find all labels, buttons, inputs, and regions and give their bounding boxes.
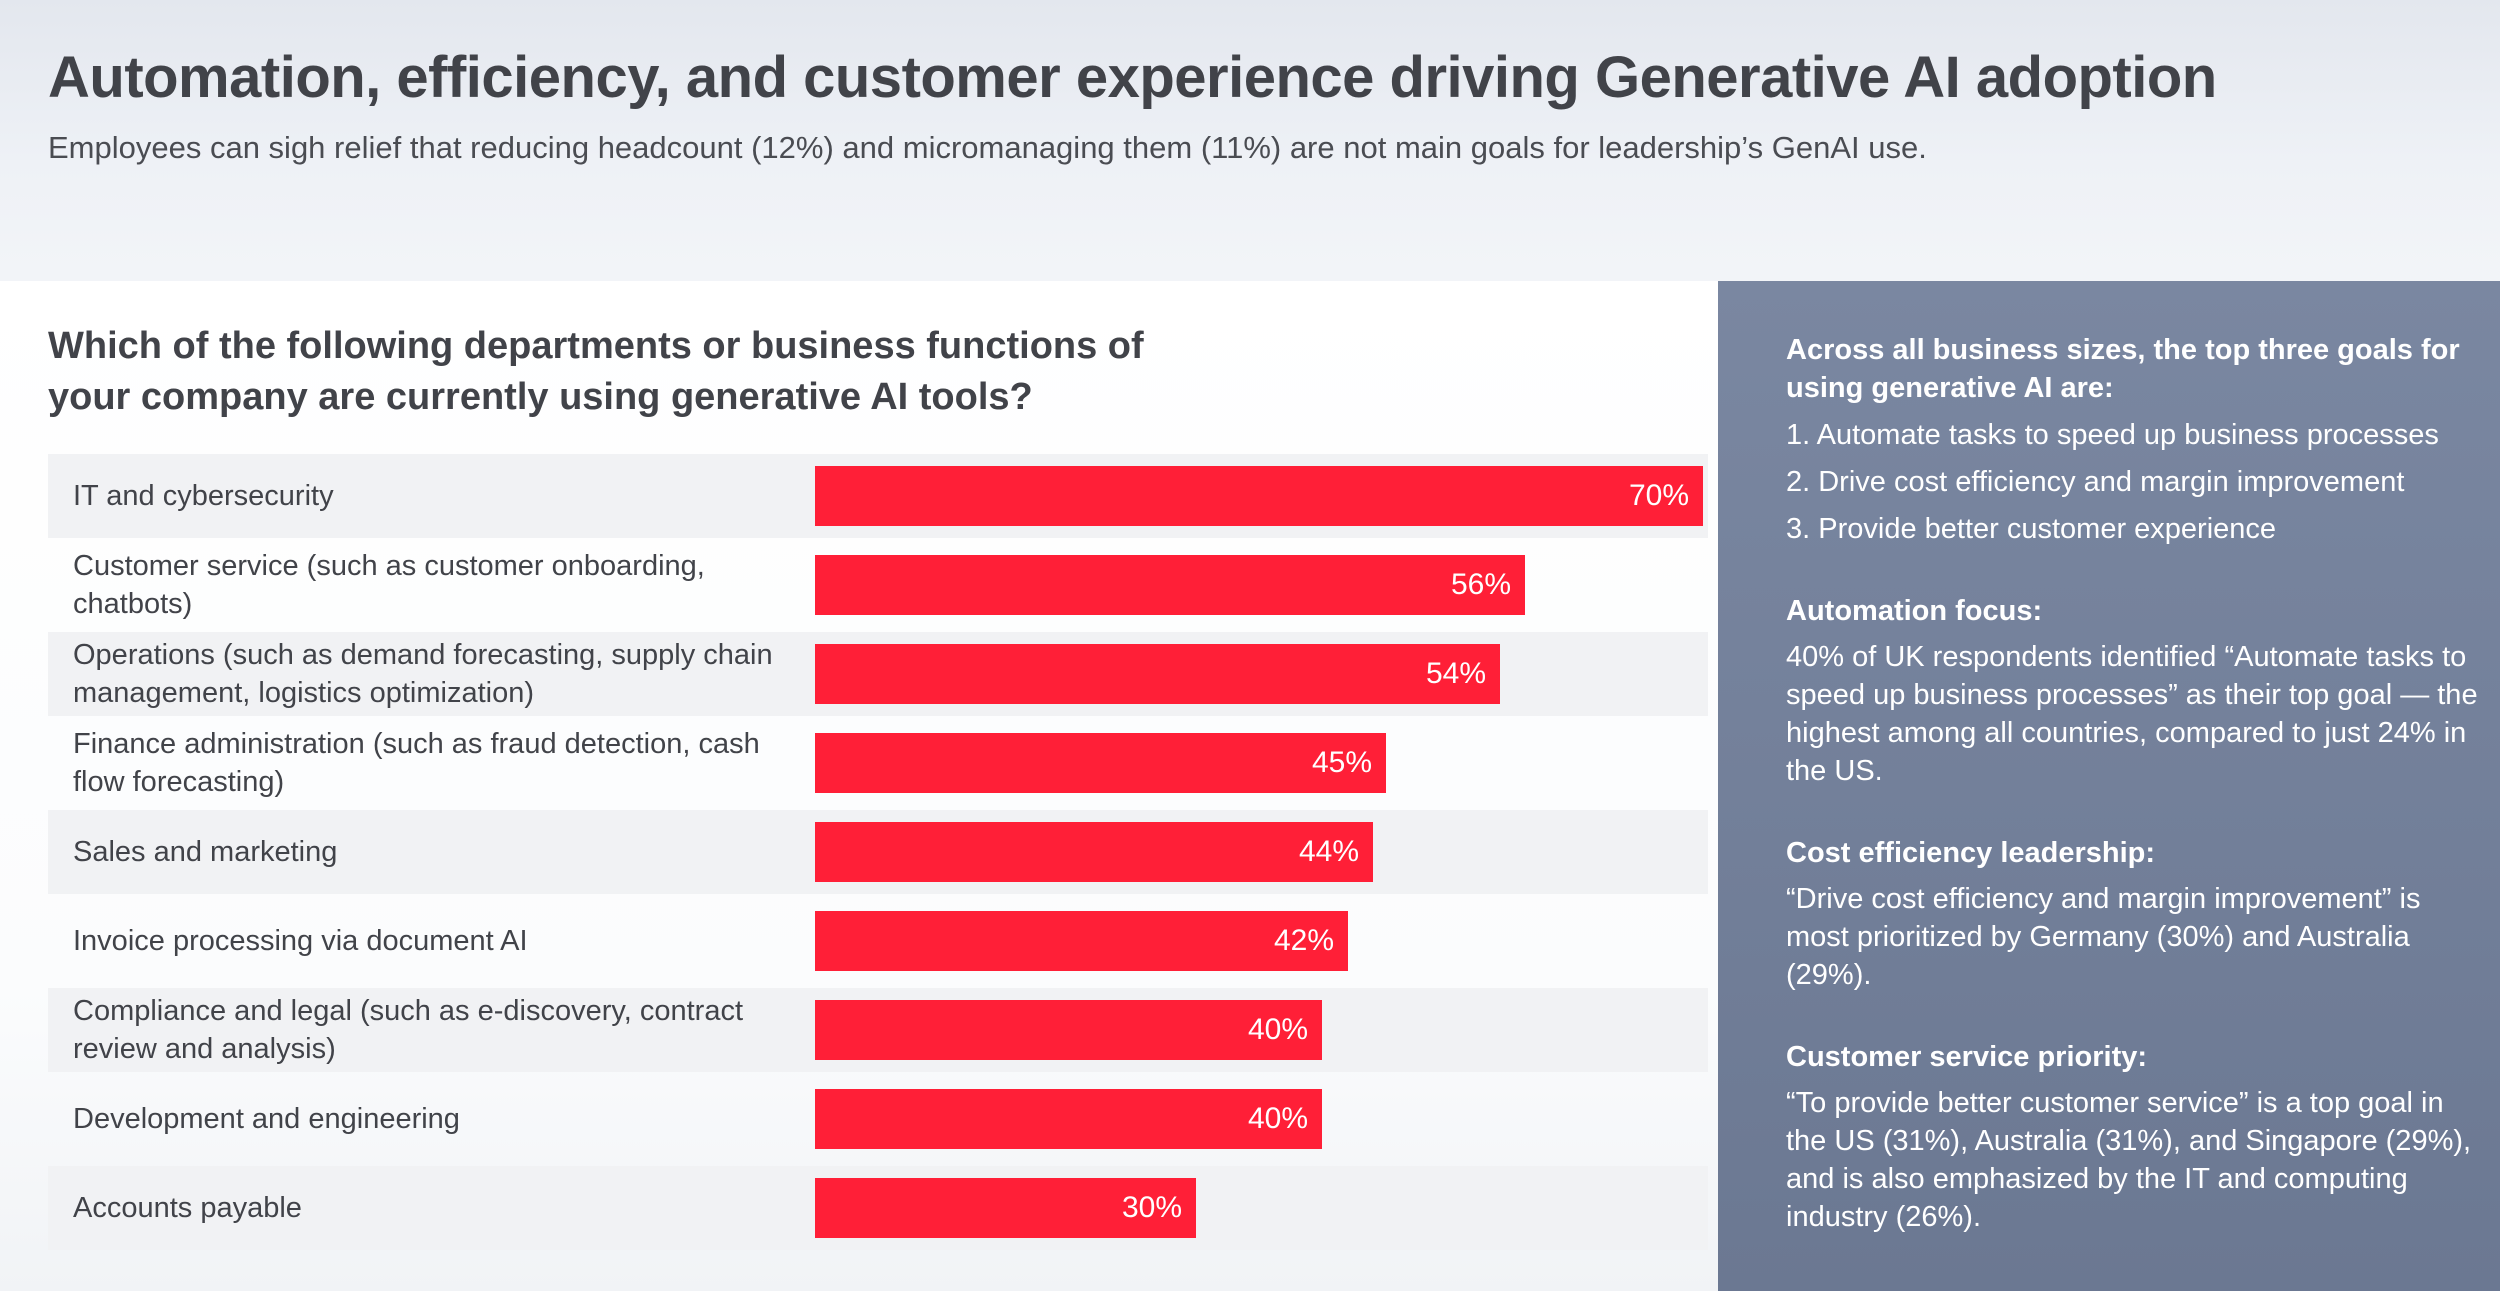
bar-value-label: 30% [1121,1191,1182,1224]
bar [815,733,1386,793]
category-label: Compliance and legal (such as e-discover… [73,995,744,1065]
category-label: Operations (such as demand forecasting, … [73,639,773,709]
bar [815,1178,1196,1238]
goal-item: 2. Drive cost efficiency and margin impr… [1786,466,2405,498]
category-label: Invoice processing via document AI [73,925,528,957]
bar-value-label: 42% [1273,924,1334,957]
goals-list: 1. Automate tasks to speed up business p… [1786,416,2486,548]
goal-item: 3. Provide better customer experience [1786,513,2277,545]
bar [815,466,1703,526]
insight-heading: Automation focus: [1786,595,2043,627]
chart-panel: Which of the following departments or bu… [0,281,1718,1291]
insight-body: “To provide better customer service” is … [1786,1087,2472,1233]
bar-value-label: 40% [1247,1013,1308,1046]
goal-item: 1. Automate tasks to speed up business p… [1786,419,2439,451]
insight-customer-service: Customer service priority: “To provide b… [1786,1038,2486,1236]
insights-panel: Across all business sizes, the top three… [1718,281,2500,1291]
header: Automation, efficiency, and customer exp… [48,42,2448,168]
bar-value-label: 54% [1425,657,1486,690]
insight-automation: Automation focus: 40% of UK respondents … [1786,592,2486,790]
insights-heading: Across all business sizes, the top three… [1786,334,2460,404]
chart-title: Which of the following departments or bu… [48,325,1144,418]
insight-body: 40% of UK respondents identified “Automa… [1786,641,2478,787]
bar [815,644,1500,704]
bar [815,822,1373,882]
bar-value-label: 44% [1298,835,1359,868]
category-label: IT and cybersecurity [73,480,334,512]
insight-heading: Customer service priority: [1786,1041,2148,1073]
bar [815,911,1348,971]
page-subtitle: Employees can sigh relief that reducing … [48,130,1927,165]
page-title: Automation, efficiency, and customer exp… [48,45,2217,110]
bar-value-label: 40% [1247,1102,1308,1135]
insight-cost-efficiency: Cost efficiency leadership: “Drive cost … [1786,834,2486,994]
insight-body: “Drive cost efficiency and margin improv… [1786,883,2421,991]
category-label: Sales and marketing [73,836,338,868]
bar [815,555,1525,615]
category-label: Development and engineering [73,1103,460,1135]
bar [815,1089,1322,1149]
bar-value-label: 56% [1450,568,1511,601]
insight-heading: Cost efficiency leadership: [1786,837,2156,869]
category-label: Customer service (such as customer onboa… [73,550,705,620]
category-label: Finance administration (such as fraud de… [73,728,760,798]
category-label: Accounts payable [73,1192,302,1224]
bar [815,1000,1322,1060]
bar-value-label: 45% [1311,746,1372,779]
bar-value-label: 70% [1628,479,1689,512]
insights-content: Across all business sizes, the top three… [1786,331,2486,1236]
